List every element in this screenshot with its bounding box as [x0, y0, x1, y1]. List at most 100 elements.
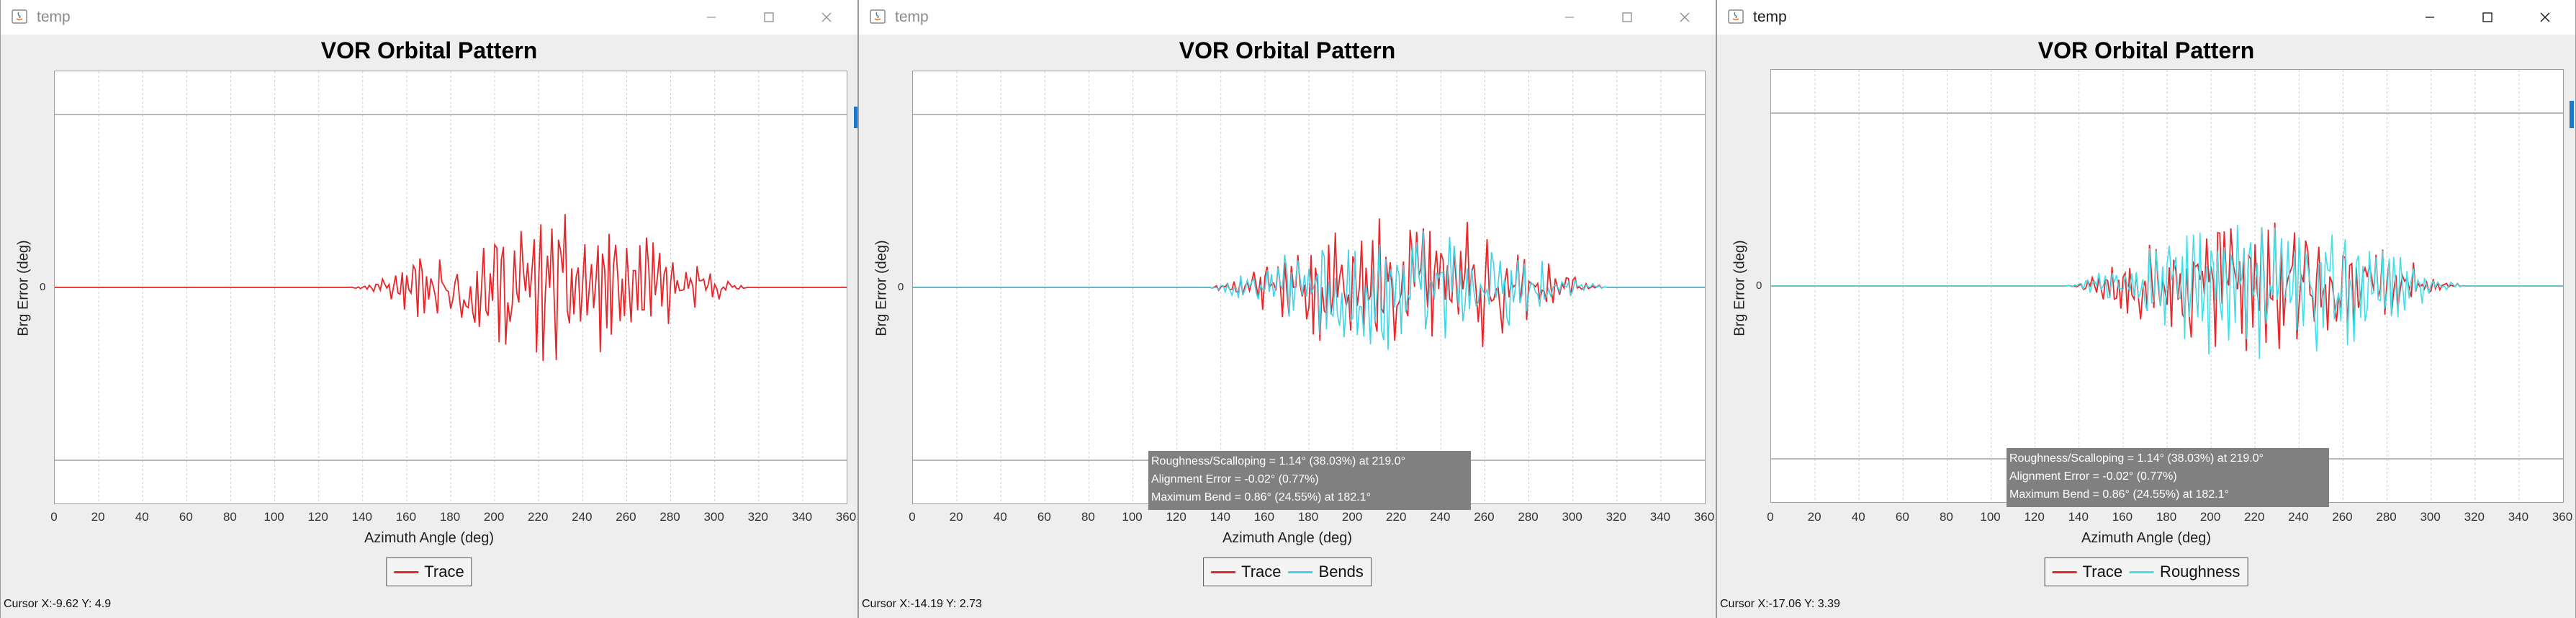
close-icon — [1680, 12, 1690, 22]
series-line-roughness — [1771, 225, 2563, 359]
plot-area[interactable] — [54, 71, 847, 504]
x-tick-label: 140 — [351, 510, 372, 524]
close-icon — [821, 12, 832, 22]
close-icon — [2540, 12, 2550, 22]
close-button[interactable] — [798, 0, 855, 35]
x-tick-label: 240 — [1430, 510, 1451, 524]
x-tick-label: 280 — [1518, 510, 1539, 524]
plot-svg — [913, 71, 1705, 503]
plot-svg — [1771, 70, 2563, 502]
legend-item-roughness: Roughness — [2130, 563, 2240, 581]
x-tick-label: 280 — [2376, 510, 2397, 524]
plot-area[interactable] — [1770, 69, 2564, 503]
java-app-icon — [870, 9, 886, 24]
legend-item-trace: Trace — [1211, 563, 1282, 581]
x-tick-label: 0 — [50, 510, 58, 524]
stat-roughness: Roughness/Scalloping = 1.14° (38.03%) at… — [1151, 455, 1406, 467]
cursor-readout: Cursor X:-17.06 Y: 3.39 — [1720, 598, 1840, 610]
maximize-button[interactable] — [1598, 0, 1656, 35]
y-tick-zero: 0 — [40, 281, 46, 293]
x-axis-label: Azimuth Angle (deg) — [1222, 530, 1353, 546]
window-edge-indicator — [2570, 101, 2574, 128]
x-tick-label: 80 — [222, 510, 237, 524]
x-tick-label: 260 — [1474, 510, 1495, 524]
y-tick-zero: 0 — [1756, 279, 1762, 292]
maximize-icon — [1622, 12, 1632, 22]
x-tick-label: 180 — [2156, 510, 2177, 524]
chart-window-2[interactable]: temp VOR Orbital Pattern Brg Error (deg)… — [858, 0, 1716, 618]
x-tick-label: 300 — [703, 510, 724, 524]
stat-roughness: Roughness/Scalloping = 1.14° (38.03%) at… — [2009, 452, 2264, 465]
maximize-icon — [764, 12, 774, 22]
x-tick-label: 340 — [791, 510, 813, 524]
x-tick-label: 260 — [2332, 510, 2353, 524]
window-title: temp — [895, 9, 929, 25]
title-bar[interactable]: temp — [1, 0, 857, 35]
y-tick-zero: 0 — [898, 281, 904, 293]
x-tick-label: 20 — [949, 510, 963, 524]
minimize-button[interactable] — [683, 0, 740, 35]
x-tick-label: 180 — [439, 510, 461, 524]
stat-alignment: Alignment Error = -0.02° (0.77%) — [2009, 470, 2177, 483]
legend-label: Bends — [1318, 563, 1364, 581]
x-tick-label: 300 — [2420, 510, 2441, 524]
legend: Trace — [386, 557, 472, 586]
legend: Trace Roughness — [2044, 557, 2248, 586]
x-tick-label: 340 — [2508, 510, 2529, 524]
x-tick-label: 220 — [528, 510, 549, 524]
x-tick-label: 300 — [1562, 510, 1582, 524]
x-tick-label: 0 — [1767, 510, 1774, 524]
maximize-button[interactable] — [740, 0, 798, 35]
cursor-readout: Cursor X:-9.62 Y: 4.9 — [4, 598, 112, 610]
x-tick-label: 120 — [307, 510, 328, 524]
x-tick-label: 60 — [179, 510, 193, 524]
window-title: temp — [37, 9, 71, 25]
legend-label: Roughness — [2160, 563, 2241, 581]
x-tick-label: 160 — [1253, 510, 1275, 524]
x-tick-label: 200 — [483, 510, 505, 524]
x-tick-label: 40 — [1851, 510, 1865, 524]
chart-title: VOR Orbital Pattern — [2037, 37, 2255, 63]
x-tick-label: 160 — [395, 510, 417, 524]
legend-item-bends: Bends — [1288, 563, 1364, 581]
stat-max-bend: Maximum Bend = 0.86° (24.55%) at 182.1° — [1151, 491, 1371, 503]
minimize-icon — [1565, 17, 1574, 18]
x-tick-label: 240 — [2288, 510, 2309, 524]
x-tick-label: 80 — [1939, 510, 1953, 524]
minimize-button[interactable] — [2401, 0, 2459, 35]
title-bar[interactable]: temp — [859, 0, 1716, 35]
title-bar[interactable]: temp — [1717, 0, 2575, 35]
minimize-icon — [2426, 17, 2434, 18]
chart-window-3[interactable]: temp VOR Orbital Pattern Brg Error (deg)… — [1716, 0, 2576, 618]
x-tick-label: 360 — [1693, 510, 1715, 524]
series-line-bends — [913, 230, 1705, 350]
close-button[interactable] — [1656, 0, 1713, 35]
x-tick-label: 320 — [2464, 510, 2485, 524]
x-tick-label: 140 — [1210, 510, 1230, 524]
legend-label: Trace — [1241, 563, 1282, 581]
x-tick-label: 200 — [1341, 510, 1363, 524]
legend-item-trace: Trace — [2052, 563, 2122, 581]
y-axis-label: Brg Error (deg) — [873, 240, 890, 336]
legend-swatch — [394, 570, 419, 573]
x-tick-label: 260 — [616, 510, 636, 524]
maximize-button[interactable] — [2459, 0, 2516, 35]
y-axis-label: Brg Error (deg) — [1731, 240, 1748, 336]
x-tick-label: 240 — [572, 510, 593, 524]
plot-svg — [55, 71, 847, 503]
x-axis-label: Azimuth Angle (deg) — [364, 530, 495, 546]
close-button[interactable] — [2516, 0, 2574, 35]
x-tick-label: 140 — [2068, 510, 2089, 524]
legend-swatch — [2052, 570, 2077, 573]
cursor-readout: Cursor X:-14.19 Y: 2.73 — [862, 598, 982, 610]
x-tick-label: 360 — [2552, 510, 2573, 524]
chart-window-1[interactable]: temp VOR Orbital Pattern Brg Error (deg)… — [0, 0, 858, 618]
x-tick-label: 60 — [1895, 510, 1909, 524]
minimize-button[interactable] — [1541, 0, 1598, 35]
plot-area[interactable] — [912, 71, 1706, 504]
x-tick-label: 320 — [1606, 510, 1626, 524]
legend-swatch — [2130, 570, 2155, 573]
x-tick-label: 320 — [747, 510, 768, 524]
x-tick-label: 60 — [1037, 510, 1051, 524]
x-tick-label: 100 — [1122, 510, 1143, 524]
